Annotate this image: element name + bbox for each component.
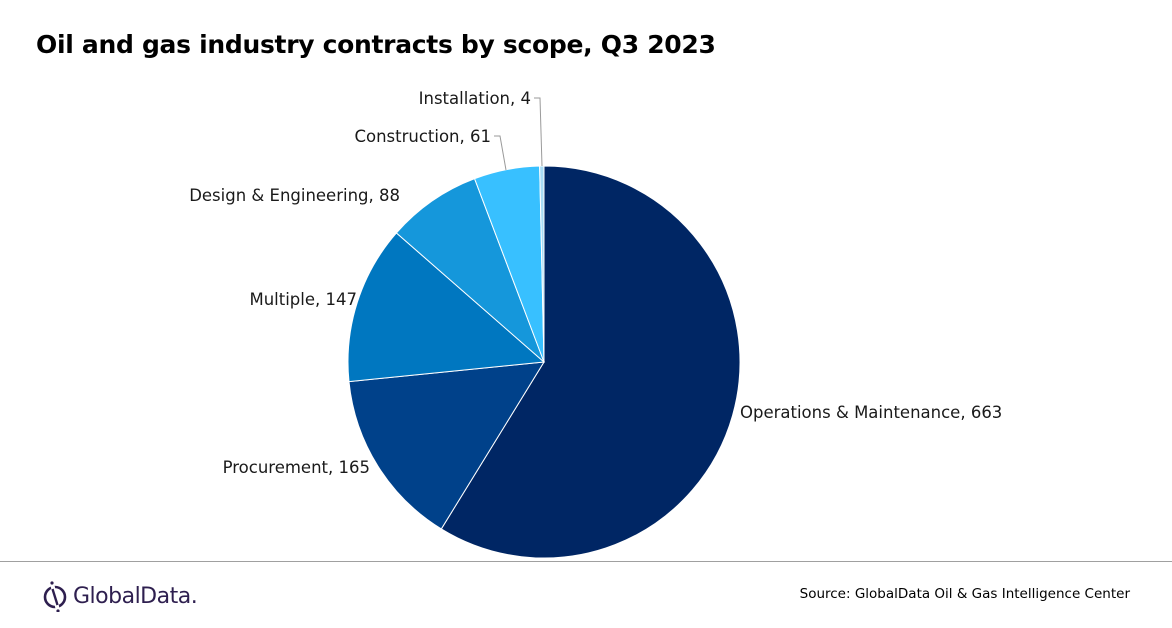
pie-slice-installation (539, 165, 545, 363)
pie-slice-design-engineering (395, 178, 545, 363)
data-label: Multiple, 147 (249, 290, 357, 309)
globaldata-logo: GlobalData. (42, 580, 198, 612)
logo-text: GlobalData. (73, 583, 198, 609)
footer-divider (0, 561, 1172, 562)
pie-slice-procurement (348, 361, 545, 530)
data-label: Procurement, 165 (223, 458, 370, 477)
data-label: Operations & Maintenance, 663 (740, 403, 1002, 422)
pie-slice-operations-maintenance (440, 165, 741, 559)
data-label: Installation, 4 (419, 89, 531, 108)
leader-line (494, 135, 507, 171)
source-note: Source: GlobalData Oil & Gas Intelligenc… (799, 586, 1130, 602)
globaldata-logo-icon (43, 581, 67, 612)
data-label: Design & Engineering, 88 (189, 186, 400, 205)
pie-slice-multiple (347, 232, 546, 383)
leader-line (534, 97, 543, 167)
data-label: Construction, 61 (354, 127, 491, 146)
chart-title: Oil and gas industry contracts by scope,… (36, 30, 716, 59)
